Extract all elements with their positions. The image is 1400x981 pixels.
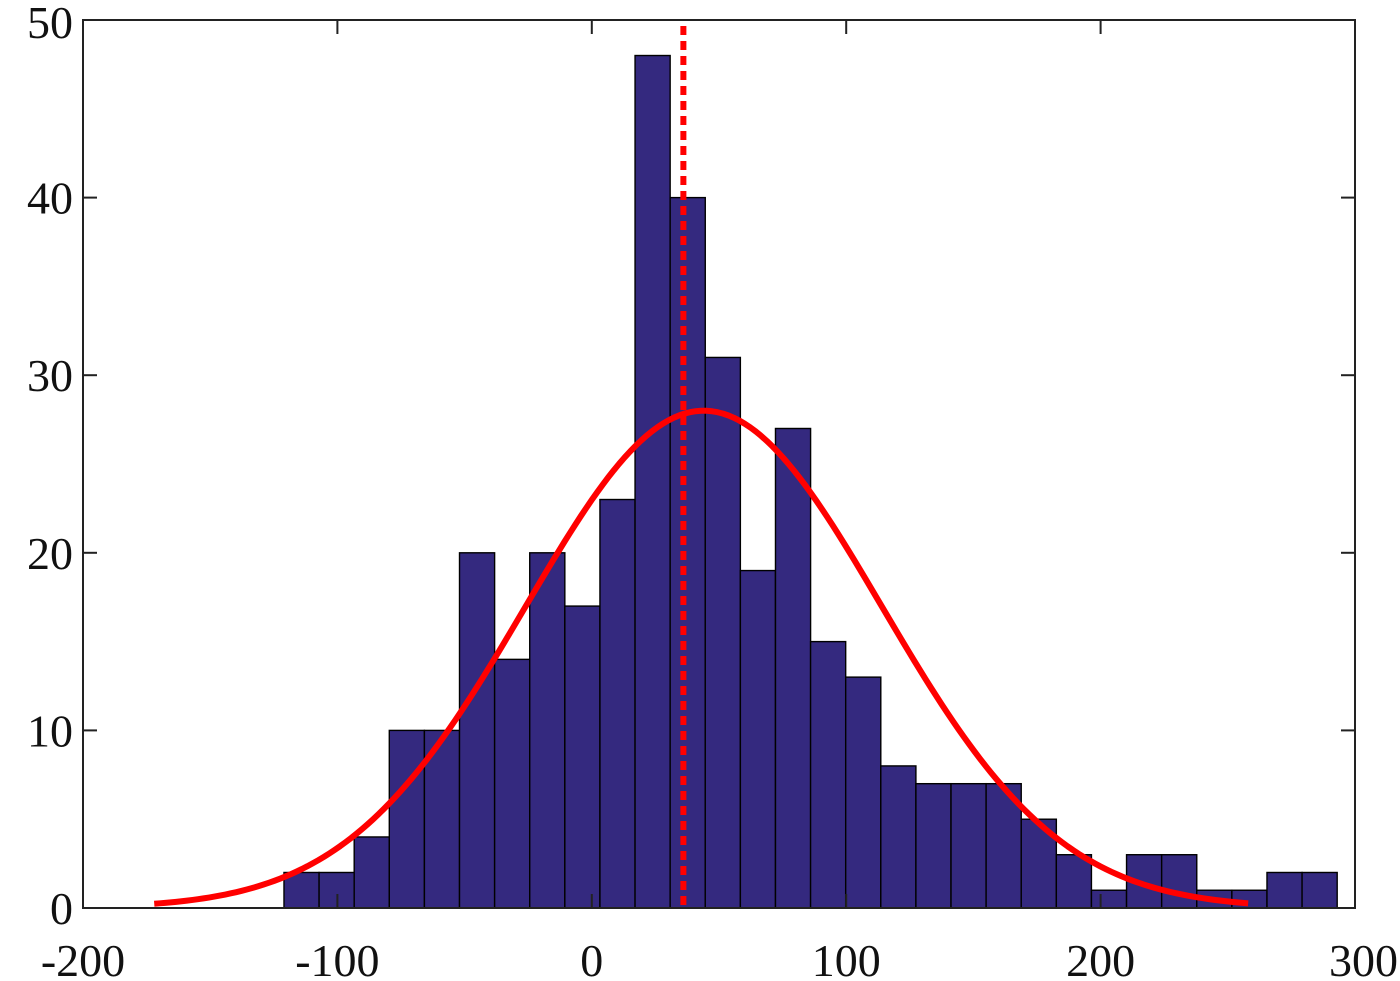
histogram-bar-19 xyxy=(950,782,987,909)
histogram-bar-8 xyxy=(564,605,601,909)
histogram-bar-5 xyxy=(458,552,496,909)
x-tick-label-2: 0 xyxy=(580,935,603,981)
histogram-bar-23 xyxy=(1090,889,1128,909)
x-tick-label-5: 300 xyxy=(1329,935,1398,981)
y-tick-label-4: 40 xyxy=(27,173,73,224)
histogram-bars xyxy=(283,54,1338,909)
histogram-bar-13 xyxy=(739,569,777,909)
y-tick-label-2: 20 xyxy=(27,528,73,579)
histogram-bar-9 xyxy=(599,498,636,909)
y-tick-label-3: 30 xyxy=(27,350,73,401)
y-tick-label-5: 50 xyxy=(27,0,73,48)
x-tick-label-1: -100 xyxy=(295,935,379,981)
x-tick-label-3: 100 xyxy=(812,935,881,981)
normal-fit-curve xyxy=(154,407,1249,907)
histogram-bar-25 xyxy=(1160,854,1198,909)
y-tick-label-1: 10 xyxy=(27,705,73,756)
histogram-bar-15 xyxy=(809,640,847,909)
plot-frame xyxy=(82,19,1356,909)
histogram-bar-11 xyxy=(669,196,706,909)
histogram-bar-3 xyxy=(388,729,426,909)
histogram-bar-10 xyxy=(634,54,671,909)
histogram-bar-17 xyxy=(880,765,917,909)
histogram-bar-18 xyxy=(915,782,952,909)
histogram-bar-29 xyxy=(1301,871,1338,909)
histogram-bar-6 xyxy=(493,658,531,909)
x-tick-label-0: -200 xyxy=(41,935,125,981)
tick-labels: -200 -100 0 100 200 300 0 10 20 30 40 50 xyxy=(27,0,1398,981)
fit-curve-layer xyxy=(154,26,1249,908)
histogram-bar-22 xyxy=(1055,854,1093,909)
x-tick-label-4: 200 xyxy=(1066,935,1135,981)
y-tick-label-0: 0 xyxy=(50,883,73,934)
axes xyxy=(82,19,1356,909)
histogram-bar-7 xyxy=(529,552,566,909)
histogram-bar-2 xyxy=(353,836,391,909)
histogram-bar-12 xyxy=(704,356,742,909)
histogram-bar-16 xyxy=(844,676,882,909)
histogram-bar-28 xyxy=(1266,871,1303,909)
histogram-bar-14 xyxy=(774,427,812,909)
